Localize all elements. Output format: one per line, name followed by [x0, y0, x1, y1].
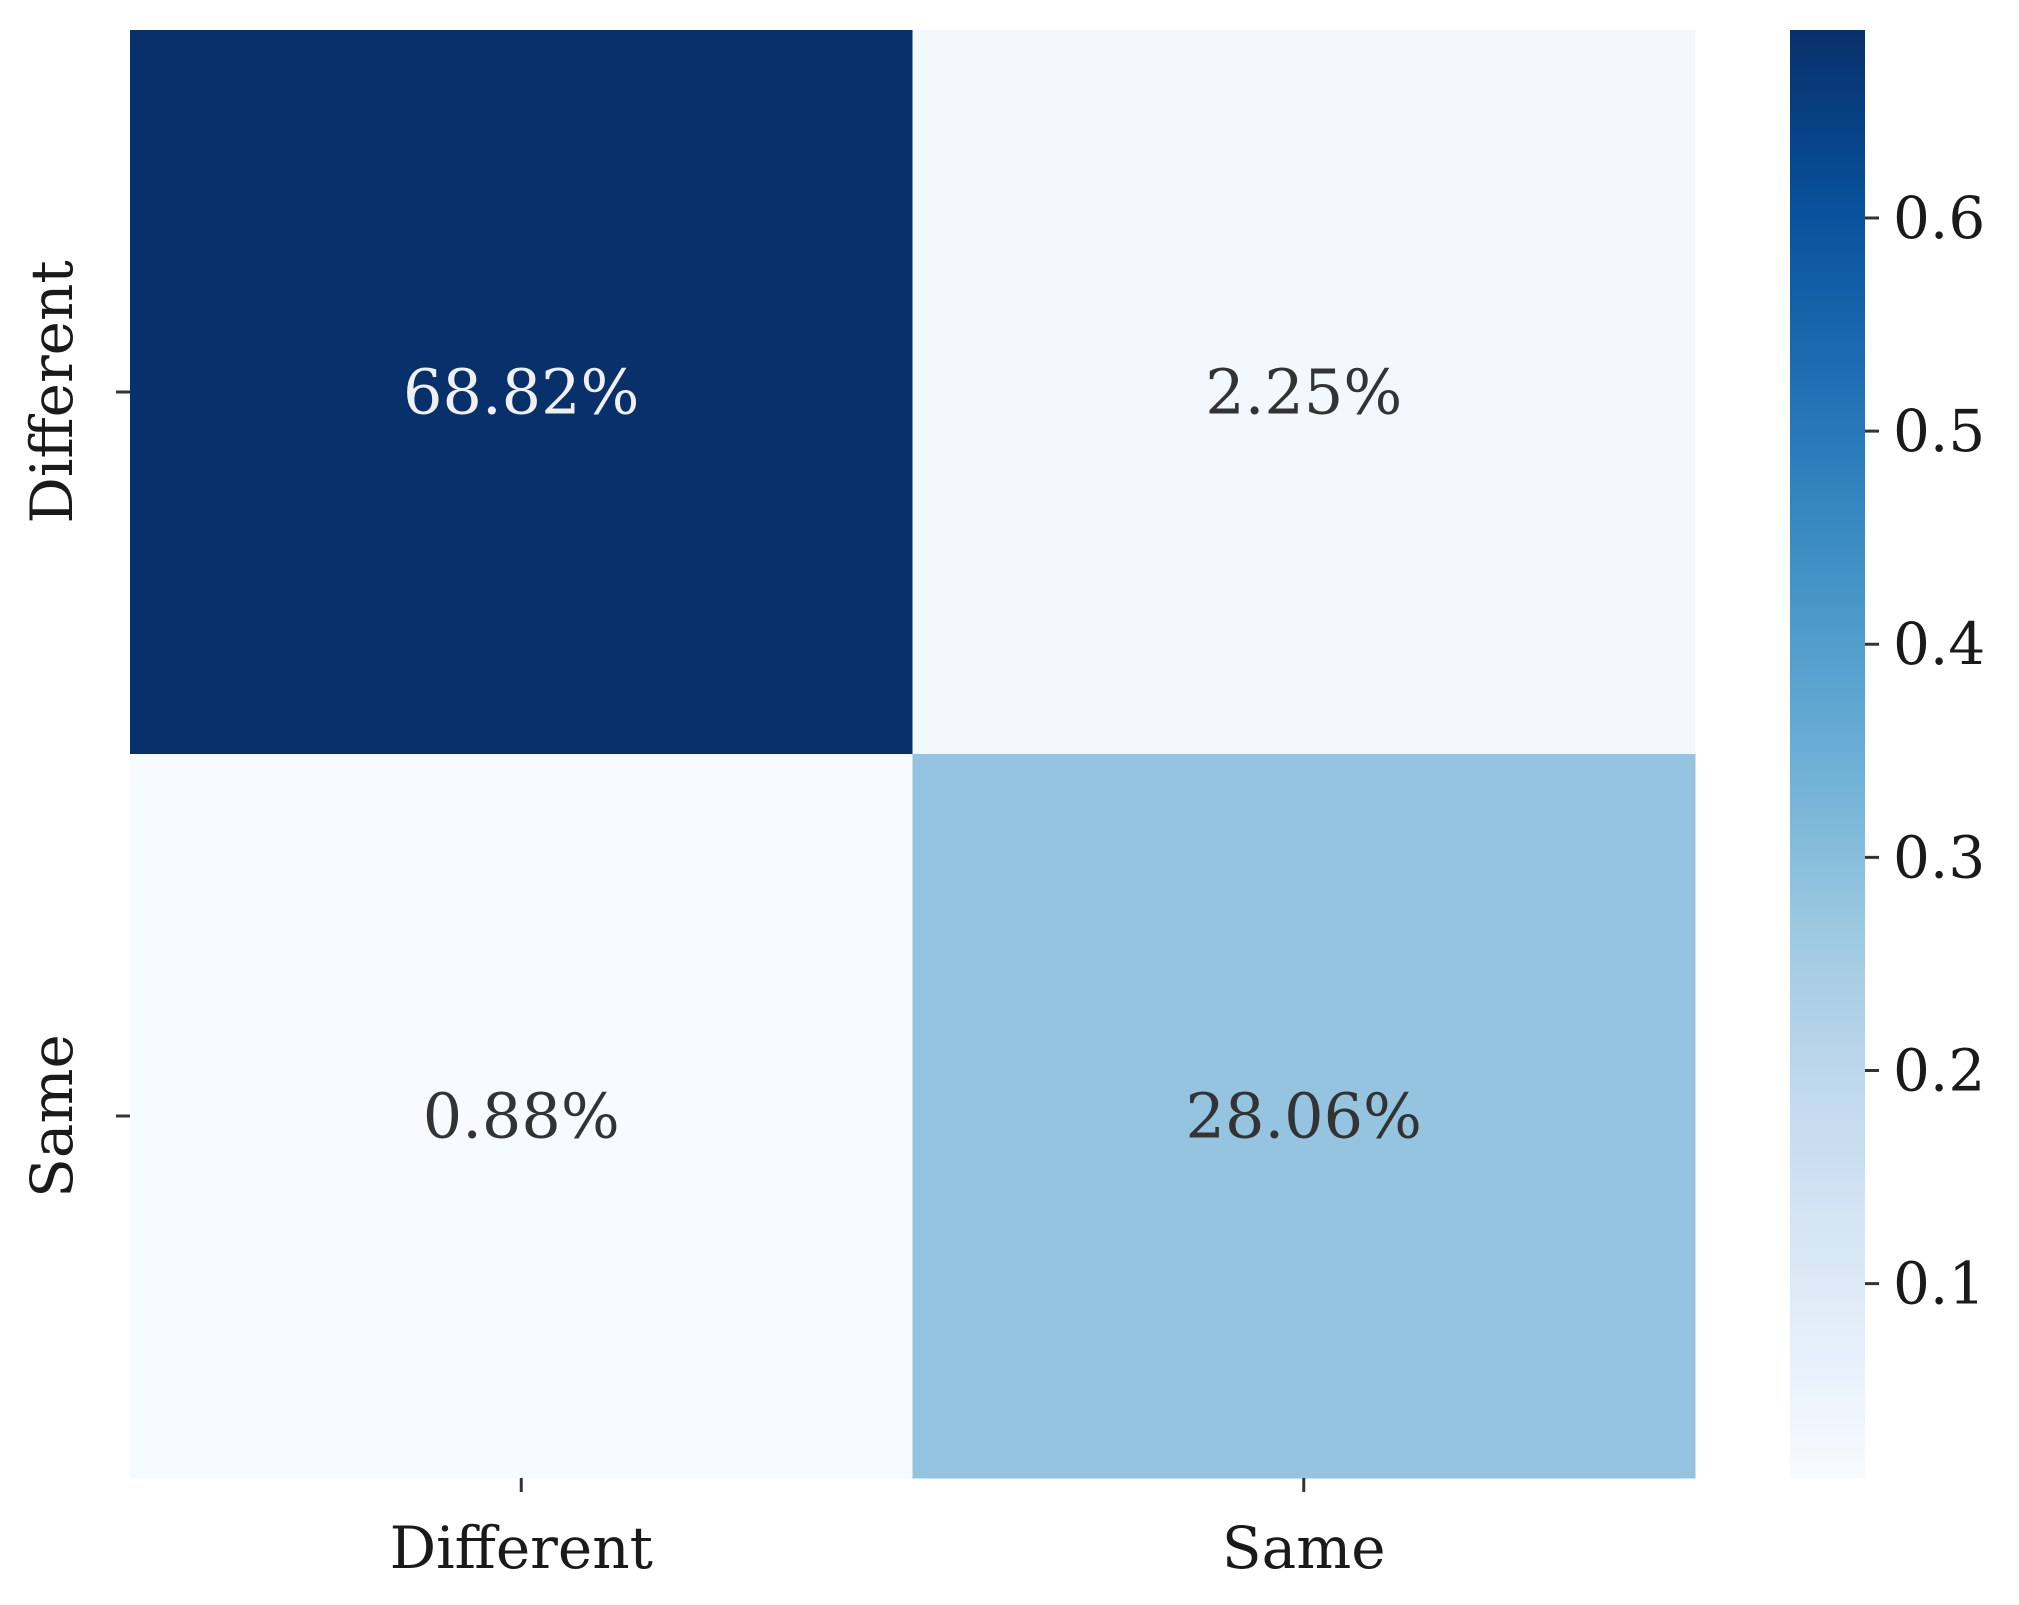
heatmap-cells [130, 30, 1696, 1479]
cell-annotations: 68.82% 2.25% 0.88% 28.06% [403, 356, 1422, 1153]
cell-annotation: 68.82% [403, 356, 639, 429]
colorbar-tick-label: 0.2 [1893, 1036, 1985, 1104]
x-tick-label: Same [1222, 1514, 1386, 1582]
colorbar-tick-label: 0.3 [1893, 823, 1985, 891]
y-tick-label: Same [18, 1034, 86, 1198]
colorbar: 0.1 0.2 0.3 0.4 0.5 0.6 [1790, 30, 1985, 1478]
x-tick-label: Different [390, 1514, 653, 1582]
cell-annotation: 0.88% [423, 1080, 620, 1153]
y-tick-label: Different [18, 260, 86, 523]
colorbar-tick-label: 0.4 [1893, 610, 1985, 678]
heatmap-cell [130, 30, 913, 755]
cell-annotation: 2.25% [1205, 356, 1402, 429]
x-axis: Different Same [390, 1478, 1386, 1582]
heatmap-cell [912, 30, 1696, 755]
colorbar-tick-label: 0.5 [1893, 397, 1985, 465]
colorbar-gradient [1790, 30, 1865, 1478]
heatmap-cell [130, 754, 913, 1479]
colorbar-tick-label: 0.1 [1893, 1250, 1985, 1318]
y-axis: Different Same [18, 260, 130, 1198]
cell-annotation: 28.06% [1186, 1080, 1422, 1153]
colorbar-tick-label: 0.6 [1893, 184, 1985, 252]
heatmap-cell [912, 754, 1696, 1479]
